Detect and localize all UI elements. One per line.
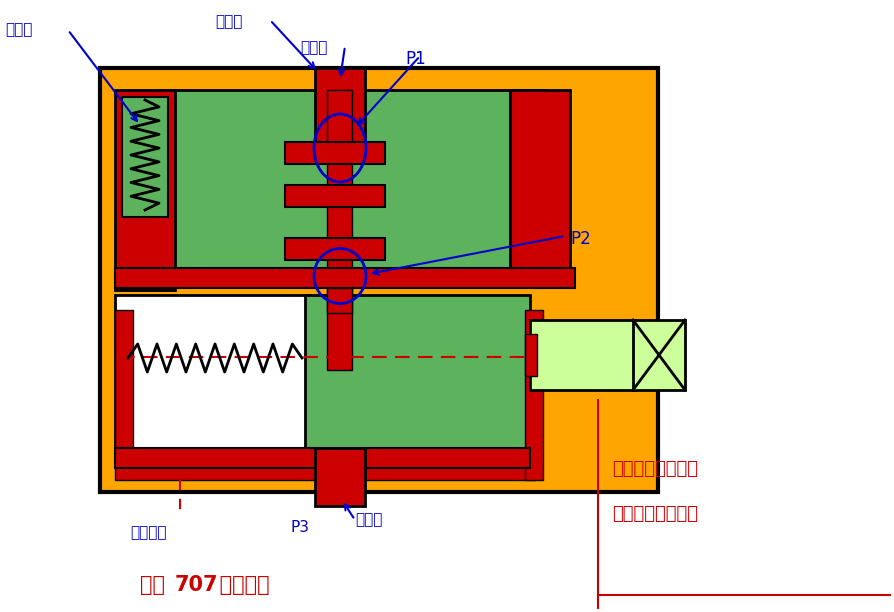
Text: 化工: 化工 [140,575,165,595]
Text: 进油口: 进油口 [300,40,327,55]
Bar [160,90,545,270]
Bar [327,288,352,313]
Text: P3: P3 [290,520,309,535]
Text: 当出口压力升高时: 当出口压力升高时 [612,505,698,523]
Bar [633,320,685,390]
Text: 当出口压力降底时: 当出口压力降底时 [612,460,698,478]
Text: 707: 707 [175,575,218,595]
Bar [525,310,543,480]
Bar [285,238,385,260]
Bar [100,68,658,492]
Bar [305,295,530,450]
Text: 剪辑制作: 剪辑制作 [213,575,270,595]
Bar [115,268,575,288]
Bar [327,90,352,370]
Bar [530,320,635,390]
Text: P2: P2 [570,230,591,248]
Text: 节流口: 节流口 [5,22,32,37]
Text: 出油口: 出油口 [355,512,383,527]
Bar [525,334,537,376]
Text: P1: P1 [405,50,426,68]
Text: 减压口: 减压口 [215,14,242,29]
Bar [510,90,570,270]
Bar [285,185,385,207]
Bar [315,68,365,148]
Bar [115,462,535,480]
Bar [115,295,310,450]
Text: 泄露油口: 泄露油口 [130,525,166,540]
Bar [122,97,168,217]
Bar [115,448,530,468]
Bar [315,448,365,506]
Bar [115,310,133,465]
Bar [285,142,385,164]
Bar [115,90,175,290]
